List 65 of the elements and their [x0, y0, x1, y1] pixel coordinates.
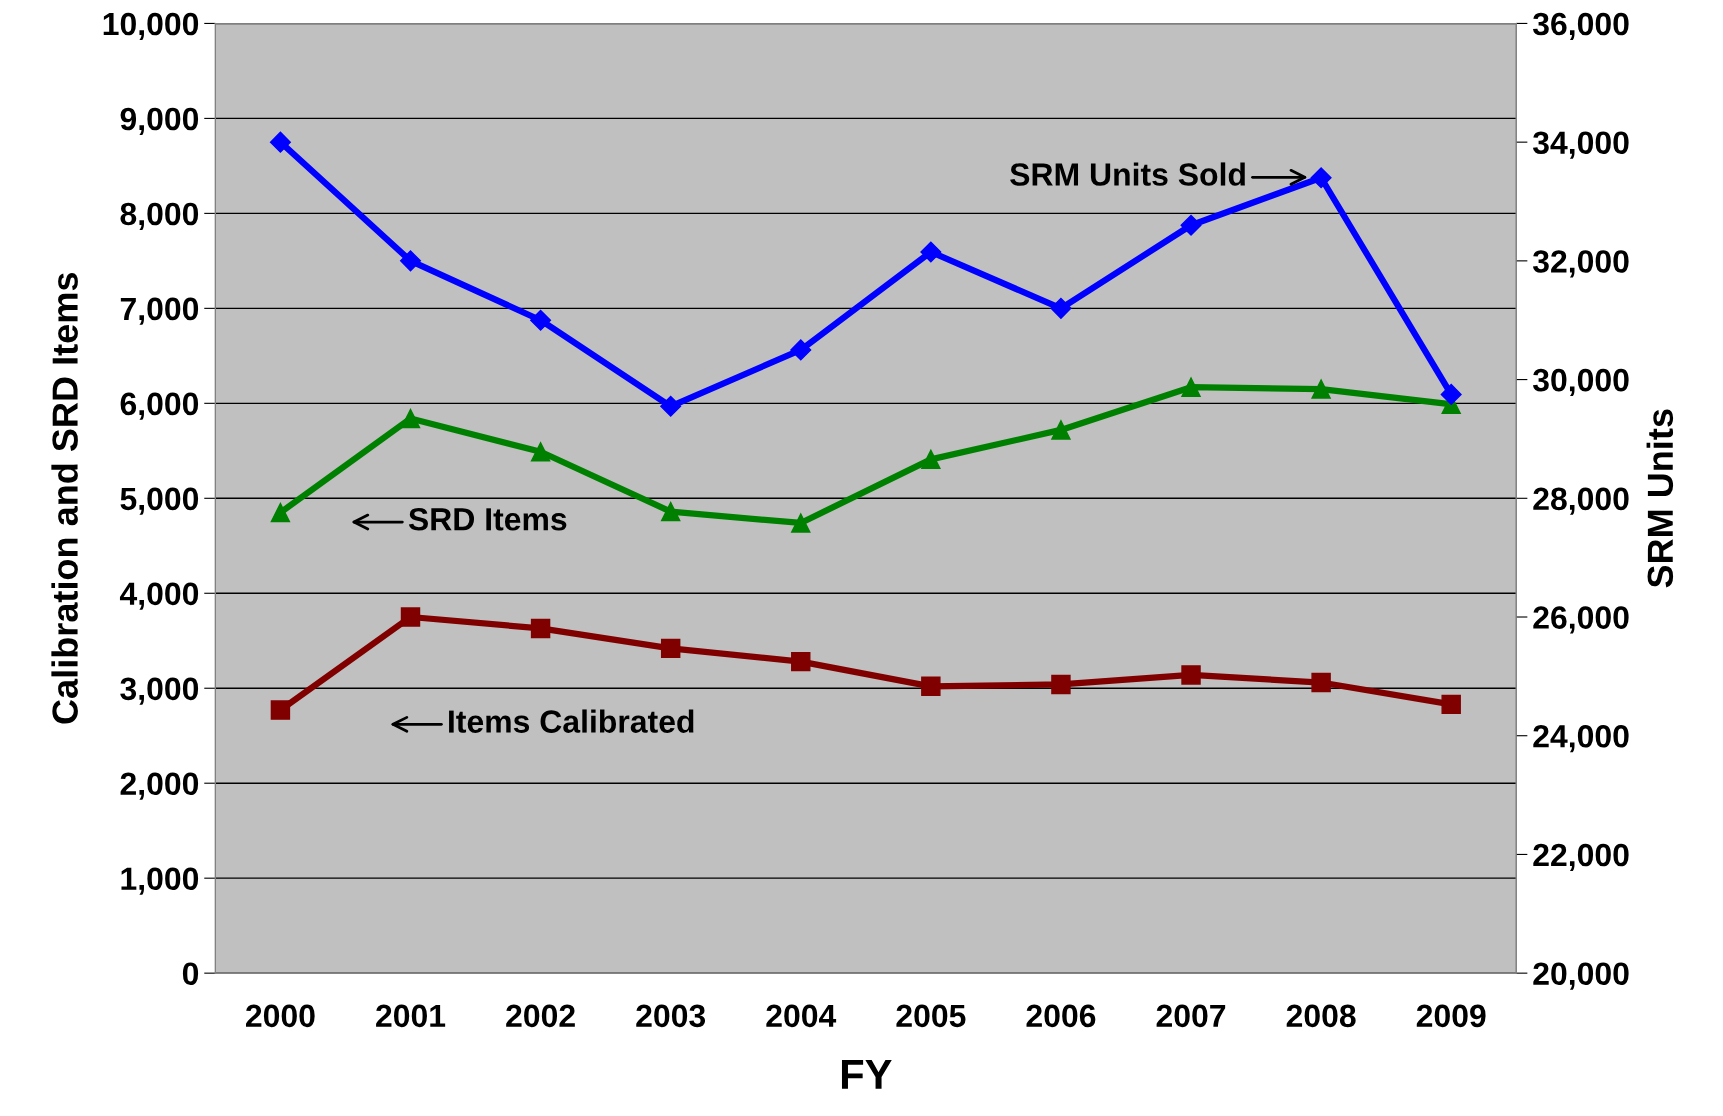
y2-tick-label: 34,000 — [1532, 131, 1629, 159]
series-label: SRM Units Sold — [1010, 162, 1245, 186]
point — [791, 513, 811, 533]
y2-tick-label: 26,000 — [1533, 606, 1629, 634]
y-tick-label: 8,000 — [120, 202, 199, 230]
point — [530, 618, 551, 639]
x-axis-title: FY — [841, 1060, 892, 1089]
point — [1180, 214, 1202, 236]
point — [1311, 379, 1331, 399]
point — [660, 501, 681, 522]
y-tick-label: 3,000 — [120, 677, 199, 705]
point — [1311, 672, 1331, 693]
point — [530, 442, 551, 462]
point — [1181, 665, 1201, 685]
y-tick-label: 1,000 — [121, 867, 199, 895]
point — [790, 339, 812, 361]
y-tick-label: 10,000 — [103, 12, 199, 40]
point — [270, 700, 291, 720]
y-tick-label: 6,000 — [120, 392, 199, 420]
point — [1181, 377, 1201, 397]
x-tick-label: 2008 — [1286, 1004, 1356, 1028]
x-tick-label: 2000 — [246, 1004, 315, 1028]
x-tick-label: 2005 — [896, 1004, 966, 1028]
point — [791, 651, 811, 672]
y-tick-label: 7,000 — [120, 297, 199, 325]
y-axis-title: Calibration and SRD Items — [51, 273, 78, 724]
x-tick-label: 2004 — [766, 1004, 837, 1028]
point — [399, 250, 422, 272]
series-label: Items Calibrated — [449, 709, 694, 733]
y2-tick-label: 20,000 — [1533, 962, 1629, 990]
x-tick-label: 2001 — [376, 1004, 446, 1028]
y-tick-label: 9,000 — [120, 107, 199, 135]
series-label: SRD Items — [408, 507, 567, 531]
x-tick-label: 2002 — [506, 1004, 575, 1028]
point — [400, 408, 421, 429]
point — [1050, 297, 1072, 319]
point — [1441, 694, 1461, 715]
x-tick-label: 2009 — [1416, 1004, 1486, 1028]
point — [920, 241, 942, 263]
y-tick-label: 2,000 — [120, 772, 199, 800]
point — [530, 309, 552, 331]
point — [660, 395, 682, 417]
y-tick-label: 5,000 — [120, 487, 199, 515]
point — [1051, 674, 1071, 695]
x-tick-label: 2003 — [636, 1004, 706, 1028]
point — [921, 449, 941, 470]
point — [1051, 420, 1071, 440]
y2-tick-label: 36,000 — [1532, 12, 1629, 40]
y2-tick-label: 28,000 — [1533, 487, 1629, 515]
point — [660, 638, 681, 659]
y2-tick-label: 24,000 — [1533, 724, 1629, 753]
y-tick-label: 4,000 — [119, 582, 199, 610]
x-tick-label: 2007 — [1156, 1004, 1226, 1028]
point — [400, 607, 421, 627]
point — [270, 502, 291, 523]
x-tick-label: 2006 — [1026, 1004, 1096, 1028]
point — [1310, 167, 1332, 189]
point — [1440, 383, 1462, 405]
y2-tick-label: 22,000 — [1533, 843, 1629, 871]
y2-axis-title: SRM Units — [1646, 409, 1674, 588]
y2-tick-label: 30,000 — [1532, 368, 1629, 397]
point — [921, 676, 941, 697]
y-tick-label: 0 — [182, 962, 199, 986]
y2-tick-label: 32,000 — [1532, 250, 1629, 278]
point — [269, 131, 291, 153]
